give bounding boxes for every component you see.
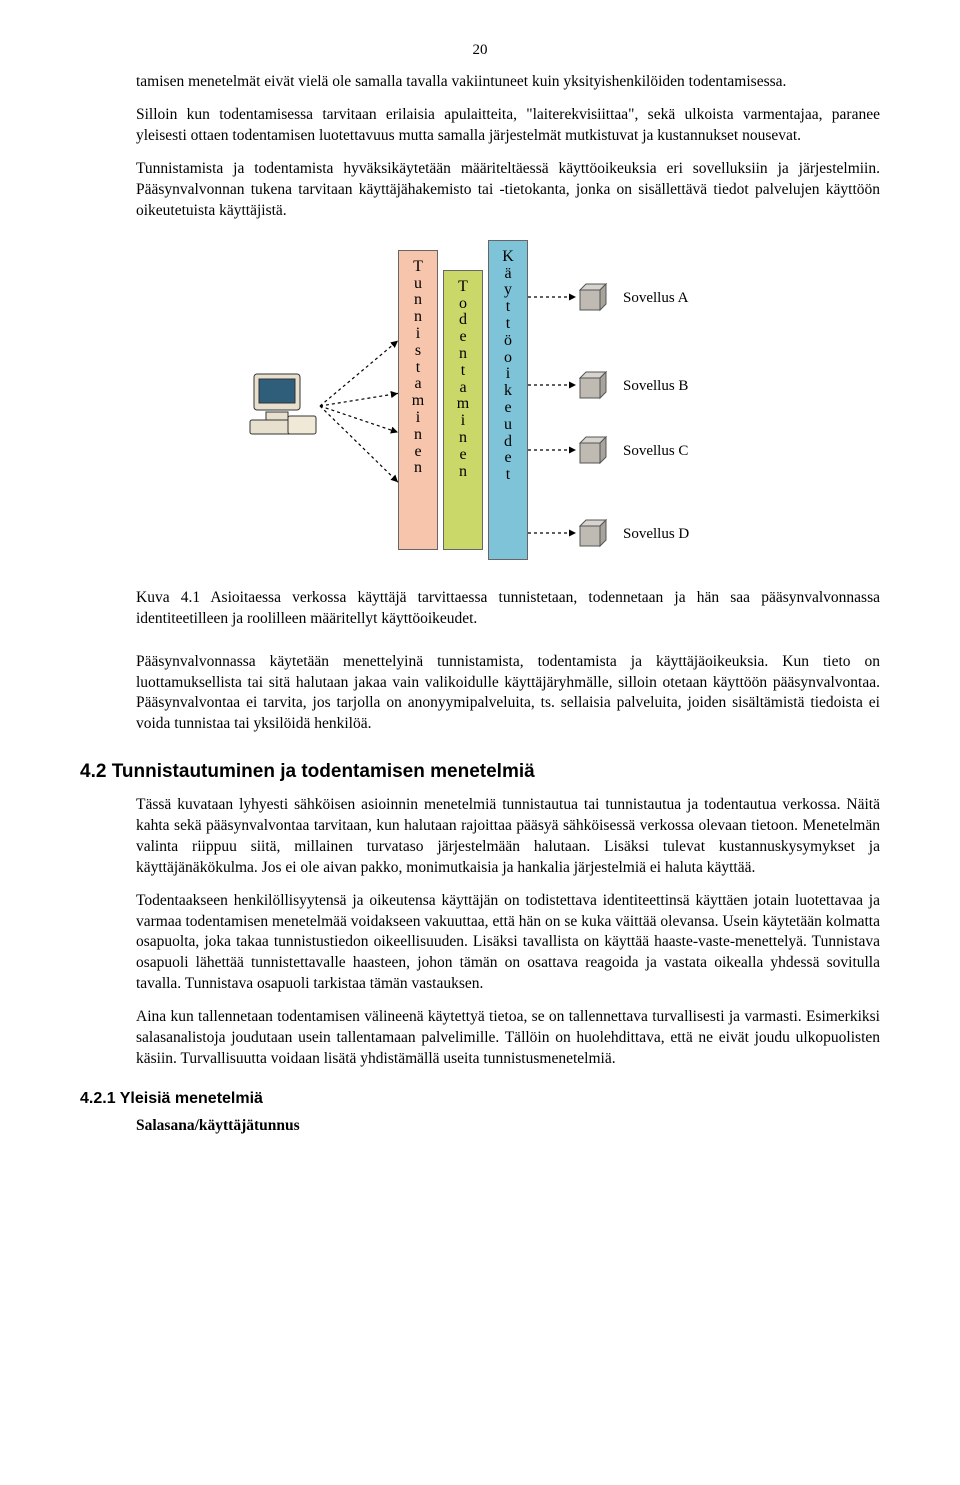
paragraph: Silloin kun todentamisessa tarvitaan eri… bbox=[136, 105, 880, 147]
paragraph: tamisen menetelmät eivät vielä ole samal… bbox=[136, 72, 880, 93]
sub-heading-salasana: Salasana/käyttäjätunnus bbox=[136, 1116, 880, 1137]
paragraph: Tunnistamista ja todentamista hyväksikäy… bbox=[136, 159, 880, 222]
pillar-tunnistaminen: Tunnistaminen bbox=[398, 250, 438, 550]
page-number: 20 bbox=[80, 40, 880, 60]
paragraph: Aina kun tallennetaan todentamisen välin… bbox=[136, 1007, 880, 1070]
pillar-kayttooikeudet: Käyttöoikeudet bbox=[488, 240, 528, 560]
pillar-todentaminen: Todentaminen bbox=[443, 270, 483, 550]
app-label: Sovellus B bbox=[623, 376, 688, 396]
server-icon bbox=[578, 435, 608, 465]
paragraph: Tässä kuvataan lyhyesti sähköisen asioin… bbox=[136, 795, 880, 879]
heading-4-2: 4.2 Tunnistautuminen ja todentamisen men… bbox=[80, 759, 880, 785]
server-icon bbox=[578, 518, 608, 548]
figure-4-1: Tunnistaminen Todentaminen Käyttöoikeude… bbox=[248, 240, 768, 570]
server-icon bbox=[578, 282, 608, 312]
app-label: Sovellus C bbox=[623, 441, 688, 461]
figure-caption: Kuva 4.1 Asioitaessa verkossa käyttäjä t… bbox=[136, 588, 880, 630]
computer-icon bbox=[248, 370, 320, 442]
app-label: Sovellus A bbox=[623, 288, 688, 308]
server-icon bbox=[578, 370, 608, 400]
paragraph: Pääsynvalvonnassa käytetään menettelyinä… bbox=[136, 652, 880, 736]
heading-4-2-1: 4.2.1 Yleisiä menetelmiä bbox=[80, 1088, 880, 1110]
paragraph: Todentaakseen henkilöllisyytensä ja oike… bbox=[136, 891, 880, 996]
app-label: Sovellus D bbox=[623, 524, 689, 544]
